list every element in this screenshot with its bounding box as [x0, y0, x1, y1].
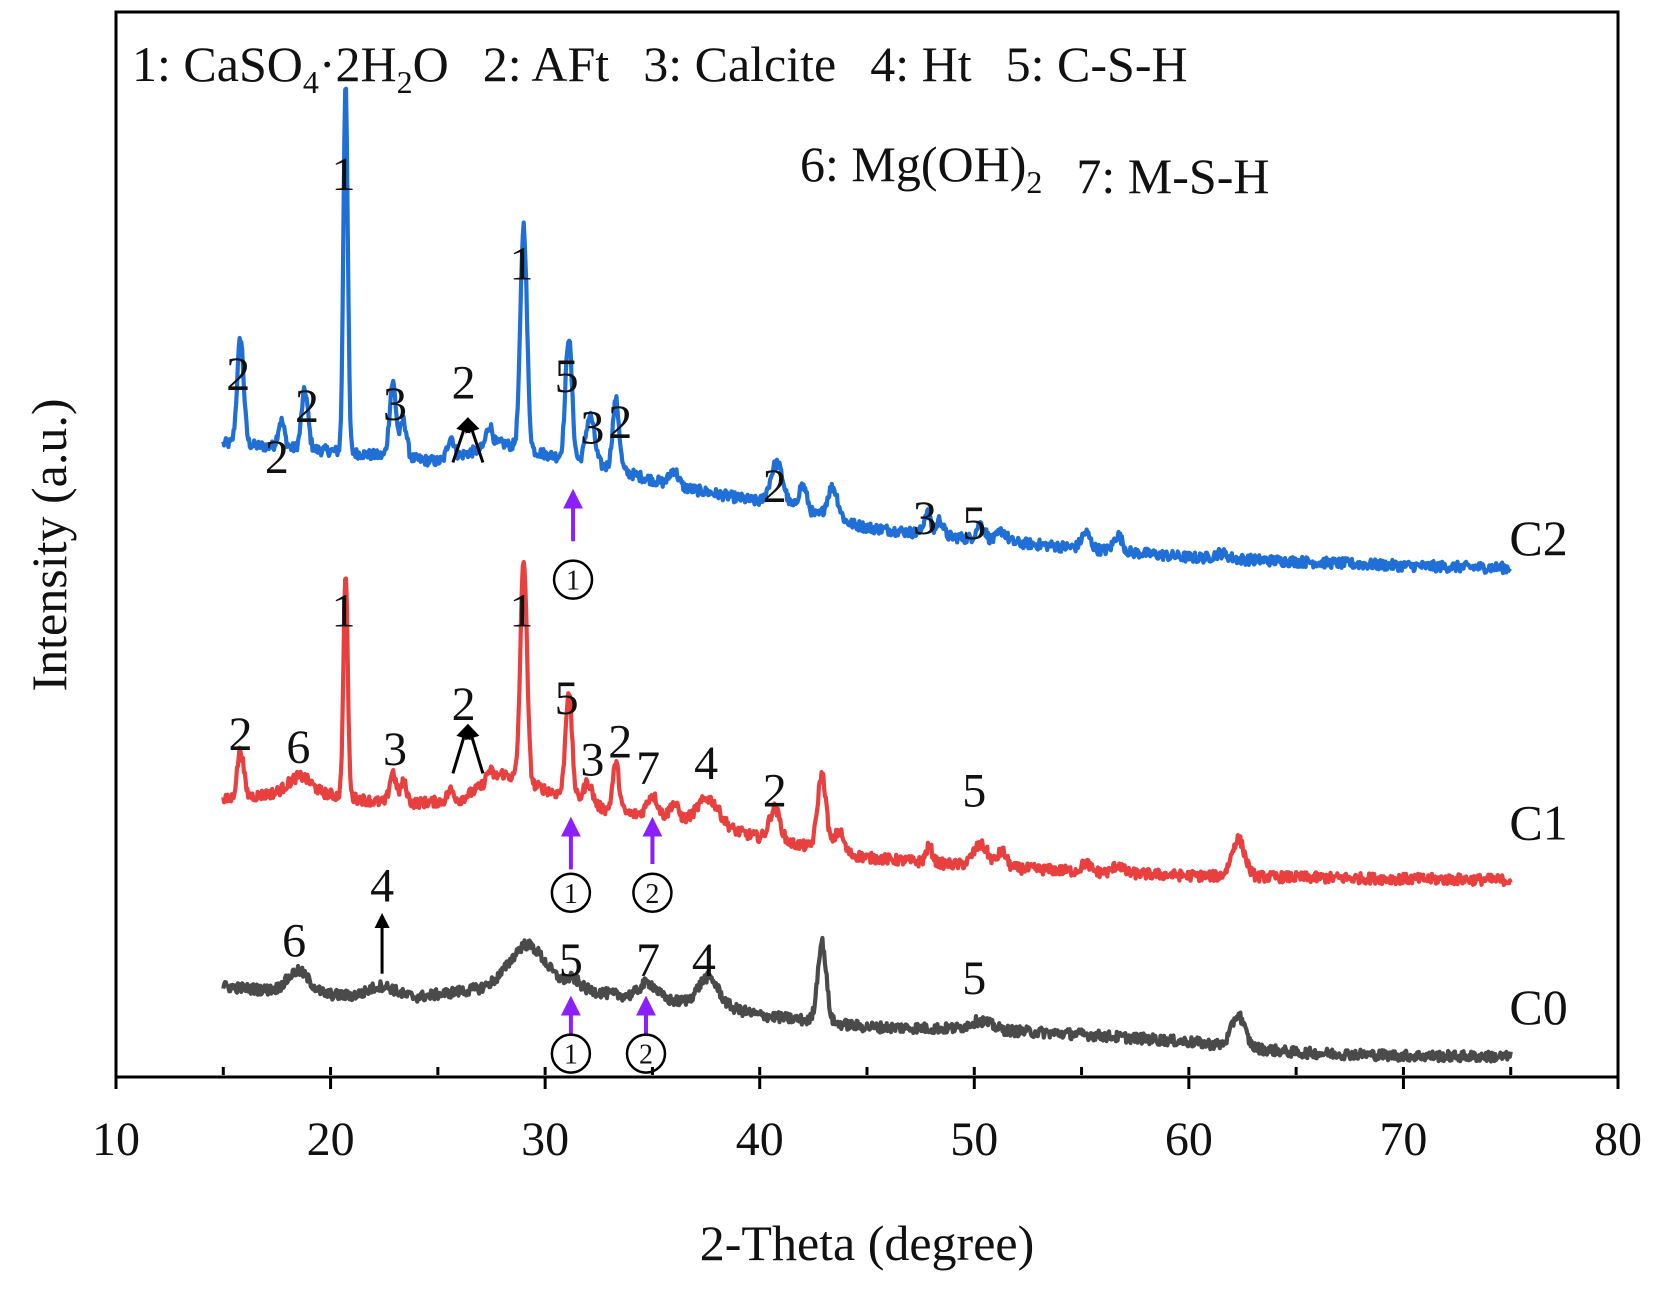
- series-label-c1: C1: [1509, 795, 1567, 851]
- peak-arrow: [465, 417, 485, 463]
- x-tick-label: 70: [1379, 1113, 1427, 1166]
- peak-arrow: [451, 417, 471, 463]
- circled-marker: [552, 559, 594, 600]
- peak-label: 3: [383, 723, 407, 776]
- peak-label: 5: [962, 764, 986, 817]
- peak-label: 1: [510, 585, 534, 638]
- peak-label: 2: [228, 708, 252, 761]
- x-tick-label: 80: [1594, 1113, 1642, 1166]
- circled-marker: [632, 872, 673, 914]
- circled-marker-number: 2: [645, 879, 659, 910]
- peak-label: 6: [286, 721, 310, 774]
- peak-label: 4: [370, 859, 394, 912]
- peak-label: 2: [295, 380, 319, 433]
- legend-row-1: 1: CaSO4·2H2O 2: AFt 3: Calcite 4: Ht 5: C-S…: [132, 36, 1188, 100]
- peak-label: 7: [636, 742, 660, 795]
- legend-item-text: O: [413, 36, 449, 92]
- circled-marker: [550, 872, 592, 914]
- x-tick-label: 40: [736, 1113, 784, 1166]
- series-label-c0: C0: [1509, 979, 1567, 1035]
- x-tick-label: 30: [521, 1113, 569, 1166]
- series-layer: [221, 86, 1513, 1064]
- series-line-c0: [221, 935, 1513, 1064]
- legend-item-text: CaSO: [183, 36, 302, 92]
- x-tick-label: 10: [92, 1113, 140, 1166]
- circled-marker-number: 1: [566, 566, 580, 597]
- peak-label: 5: [962, 952, 986, 1005]
- circled-marker-number: 1: [564, 879, 578, 910]
- peak-label: 3: [913, 492, 937, 545]
- peak-label: 2: [763, 460, 787, 513]
- peak-label: 2: [265, 431, 289, 484]
- series-line-c1: [221, 559, 1513, 888]
- peak-label: 2: [226, 348, 250, 401]
- peak-label: 5: [559, 934, 583, 987]
- legend-item-text: 4: [303, 64, 319, 100]
- legend-item-text: 2: [1026, 164, 1042, 200]
- x-axis-title: 2-Theta (degree): [700, 1215, 1035, 1271]
- legend-item-text: ·2H: [319, 36, 397, 92]
- circled-marker: [625, 1033, 667, 1074]
- y-axis-title: Intensity (a.u.): [21, 399, 77, 692]
- x-tick-label: 50: [950, 1113, 998, 1166]
- peak-label: 6: [282, 915, 306, 968]
- peak-label: 4: [694, 737, 718, 790]
- legend-item-number: 5:: [1006, 36, 1057, 92]
- legend-item-text: 2: [397, 64, 413, 100]
- legend-item-text: Calcite: [695, 36, 837, 92]
- legend-item-number: 1:: [132, 36, 183, 92]
- peak-arrow: [451, 723, 471, 774]
- peak-label: 5: [555, 672, 579, 725]
- legend-item-text: C-S-H: [1057, 36, 1188, 92]
- peak-label: 3: [580, 401, 604, 454]
- peak-label: 5: [555, 350, 579, 403]
- peak-label: 1: [331, 585, 355, 638]
- x-tick-label: 60: [1165, 1113, 1213, 1166]
- peak-label: 3: [383, 378, 407, 431]
- series-label-c2: C2: [1509, 510, 1567, 566]
- legend-item-number: 7:: [1076, 148, 1127, 204]
- legend-item-text: Ht: [922, 36, 972, 92]
- circled-marker-number: 2: [639, 1040, 653, 1071]
- circled-marker: [550, 1033, 592, 1074]
- peak-label: 3: [580, 734, 604, 787]
- peak-label: 2: [763, 764, 787, 817]
- plot-frame: [114, 10, 1620, 1079]
- legend-item-number: 3:: [643, 36, 694, 92]
- peak-label: 4: [692, 934, 716, 987]
- peak-label: 2: [452, 678, 476, 731]
- legend-item-text: AFt: [531, 36, 609, 92]
- legend-item-number: 4:: [870, 36, 921, 92]
- legend-item-number: 2:: [483, 36, 532, 92]
- peak-label: 2: [452, 357, 476, 410]
- peak-label: 1: [331, 148, 355, 201]
- series-line-c2: [221, 86, 1512, 576]
- x-axis: 10 20 30 40 50 60 70 80: [92, 1067, 1642, 1166]
- peak-label: 7: [636, 934, 660, 987]
- peak-arrow: [465, 723, 485, 774]
- peak-label: 2: [608, 396, 632, 449]
- x-tick-label: 20: [307, 1113, 355, 1166]
- legend-item-text: M-S-H: [1128, 148, 1270, 204]
- legend-item-number: 6:: [800, 136, 851, 192]
- peak-label: 2: [608, 716, 632, 769]
- circled-marker-number: 1: [564, 1040, 578, 1071]
- peak-label: 1: [510, 237, 534, 290]
- legend-row-2: 6: Mg(OH)2 7: M-S-H: [800, 136, 1269, 204]
- peak-label: 5: [962, 497, 986, 550]
- legend: 1: CaSO4·2H2O 2: AFt 3: Calcite 4: Ht 5: C-S…: [132, 36, 1269, 204]
- legend-item-text: Mg(OH): [851, 136, 1026, 192]
